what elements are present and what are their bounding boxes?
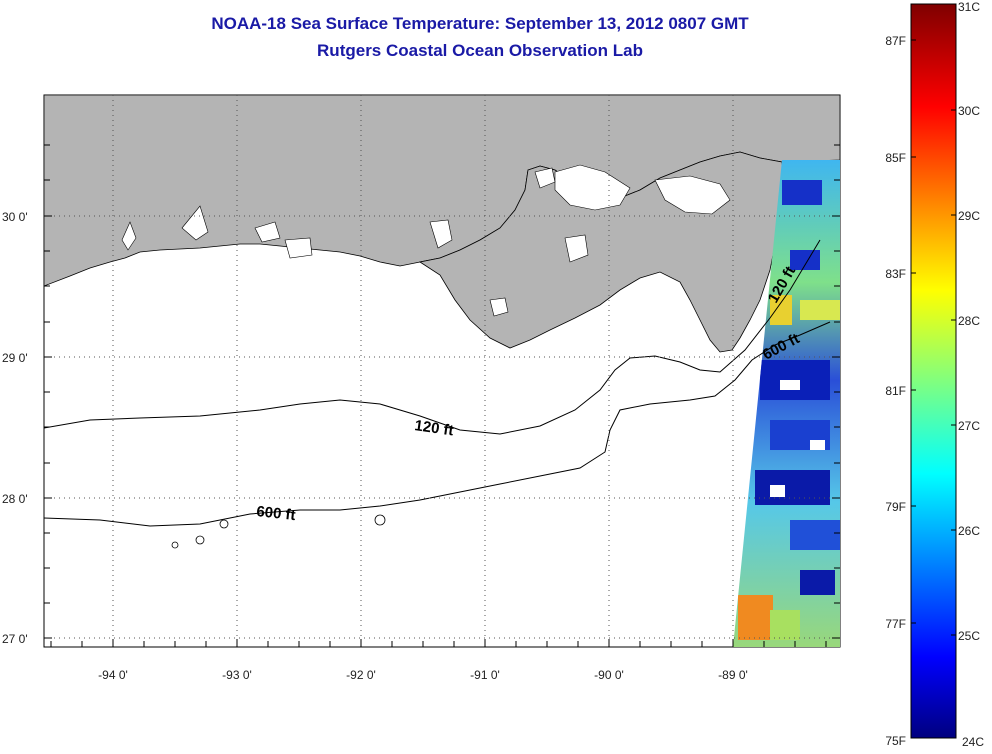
colorbar-label-79F: 79F xyxy=(885,500,906,514)
lake-small-6 xyxy=(254,221,281,243)
colorbar-label-83F: 83F xyxy=(885,267,906,281)
contour-label-120ft: 120 ft xyxy=(413,417,454,439)
lat-label-27: 27 0' xyxy=(2,632,28,646)
colorbar-gradient xyxy=(910,3,957,739)
sst-swath xyxy=(733,160,840,647)
axis-ticks xyxy=(44,144,840,647)
colorbar-label-81F: 81F xyxy=(885,384,906,398)
bank-4 xyxy=(374,514,386,526)
map-title: NOAA-18 Sea Surface Temperature: Septemb… xyxy=(211,14,749,33)
colorbar: 87F 85F 83F 81F 79F 77F 75F 31C 30C 29C … xyxy=(885,0,984,749)
lon-label-89: -89 0' xyxy=(718,668,748,682)
lat-label-28: 28 0' xyxy=(2,492,28,506)
graticule xyxy=(44,95,840,647)
bank-3 xyxy=(219,519,229,529)
colorbar-label-28C: 28C xyxy=(958,314,980,328)
lon-label-92: -92 0' xyxy=(346,668,376,682)
lake-small-8 xyxy=(489,297,509,317)
lon-label-93: -93 0' xyxy=(222,668,252,682)
lake-small-2 xyxy=(564,234,589,263)
bank-2 xyxy=(195,535,205,545)
contour-120ft xyxy=(44,239,821,435)
colorbar-label-29C: 29C xyxy=(958,209,980,223)
colorbar-label-87F: 87F xyxy=(885,34,906,48)
contour-600ft xyxy=(44,321,831,527)
lake-pontchartrain xyxy=(554,164,631,211)
map-subtitle: Rutgers Coastal Ocean Observation Lab xyxy=(317,41,643,60)
colorbar-label-26C: 26C xyxy=(958,524,980,538)
lon-label-90: -90 0' xyxy=(594,668,624,682)
lake-small-5 xyxy=(121,221,137,251)
lake-small-1 xyxy=(534,167,556,189)
colorbar-label-31C: 31C xyxy=(958,0,980,14)
bank-1 xyxy=(171,541,179,549)
colorbar-label-27C: 27C xyxy=(958,419,980,433)
lat-label-30: 30 0' xyxy=(2,210,28,224)
lat-label-29: 29 0' xyxy=(2,351,28,365)
lake-small-3 xyxy=(284,237,313,259)
lake-small-7 xyxy=(429,219,453,249)
contour-label-600ft: 600 ft xyxy=(256,503,297,524)
lon-label-91: -91 0' xyxy=(470,668,500,682)
colorbar-label-85F: 85F xyxy=(885,151,906,165)
colorbar-label-75F: 75F xyxy=(885,734,906,748)
lake-small-4 xyxy=(181,205,209,241)
lon-label-94: -94 0' xyxy=(98,668,128,682)
colorbar-label-24C: 24C xyxy=(962,735,984,749)
bay-east xyxy=(654,175,731,215)
colorbar-label-77F: 77F xyxy=(885,617,906,631)
colorbar-label-25C: 25C xyxy=(958,629,980,643)
colorbar-label-30C: 30C xyxy=(958,104,980,118)
